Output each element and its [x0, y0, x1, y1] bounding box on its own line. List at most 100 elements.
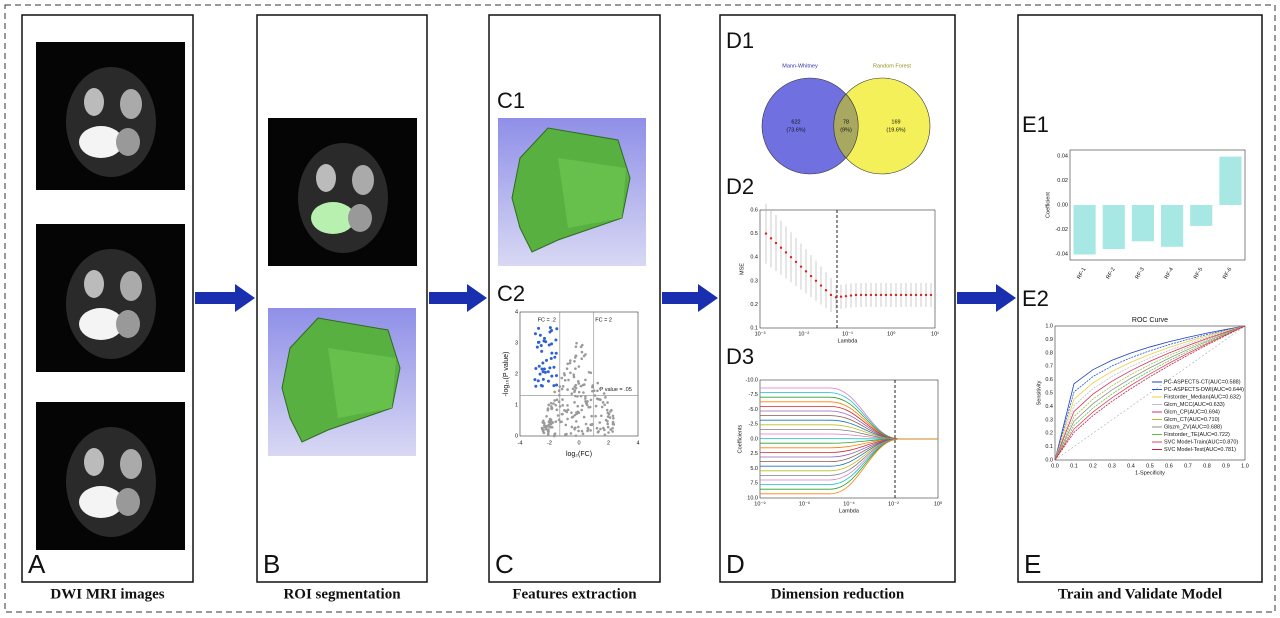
- dot: [575, 341, 578, 345]
- dot: [570, 411, 573, 414]
- label: -10.0: [745, 377, 758, 383]
- dot: [553, 355, 557, 359]
- dot: [548, 326, 552, 330]
- dot: [869, 293, 873, 297]
- label: 1.0: [1045, 323, 1053, 329]
- brain-region: [84, 270, 104, 298]
- dot: [572, 373, 576, 377]
- dot: [548, 366, 552, 370]
- label: 10⁻²: [798, 331, 809, 337]
- label: 0.8: [1045, 350, 1053, 356]
- label: (73.6%): [786, 127, 805, 133]
- label: 0.2: [1045, 431, 1053, 437]
- dot: [561, 385, 565, 388]
- dot: [914, 293, 918, 297]
- dot: [594, 404, 598, 408]
- dot: [534, 384, 538, 388]
- dot: [568, 361, 572, 365]
- dot: [839, 295, 843, 298]
- dot: [561, 412, 564, 416]
- dot: [584, 397, 587, 400]
- brain: [66, 427, 156, 537]
- brain-region: [352, 165, 374, 195]
- dot: [546, 408, 550, 412]
- label: 0.2: [750, 302, 758, 308]
- dot: [536, 340, 540, 344]
- bar: [1190, 205, 1213, 226]
- dot: [581, 432, 585, 436]
- axes: [1054, 325, 1246, 461]
- dot: [904, 293, 908, 297]
- dot: [590, 422, 594, 426]
- roc-curve: [1054, 325, 1246, 461]
- dot: [574, 434, 578, 437]
- label: 0.3: [1108, 463, 1116, 469]
- label: 169: [891, 119, 900, 125]
- label: 2.5: [750, 451, 758, 457]
- label: Firstorder_Median(AUC=0.632): [1164, 394, 1241, 400]
- dot: [563, 409, 566, 412]
- dot: [599, 427, 602, 431]
- dot: [566, 362, 570, 366]
- label: Lambda: [838, 338, 859, 344]
- label: 78: [843, 119, 849, 125]
- label: 10⁻¹: [842, 331, 853, 337]
- dot: [567, 378, 570, 382]
- dot: [542, 419, 545, 423]
- dot: [804, 270, 808, 273]
- dot: [607, 431, 610, 434]
- dot: [604, 396, 607, 399]
- label: 0.3: [750, 278, 758, 284]
- dot: [546, 430, 550, 433]
- dot: [600, 414, 603, 418]
- label: 0.1: [750, 325, 758, 331]
- dot: [607, 412, 611, 416]
- dot: [577, 382, 581, 385]
- dot: [566, 408, 570, 412]
- dot: [591, 385, 594, 389]
- dot: [577, 390, 581, 394]
- label: 4: [636, 440, 639, 446]
- label: 0.00: [1057, 202, 1068, 208]
- dot: [554, 403, 557, 407]
- dot: [535, 345, 539, 349]
- label: 0.7: [1184, 463, 1192, 469]
- label: C1: [497, 88, 525, 113]
- axes: [1069, 149, 1246, 261]
- dot: [606, 422, 609, 426]
- roc-curve: [1054, 325, 1246, 461]
- dot: [794, 260, 798, 264]
- dot: [550, 407, 554, 411]
- label: RF-5: [1193, 267, 1204, 281]
- label: RF-2: [1105, 267, 1116, 281]
- dot: [560, 376, 564, 380]
- dot: [569, 359, 572, 362]
- label: 0.2: [1089, 463, 1097, 469]
- dot: [596, 381, 600, 385]
- label: C: [495, 549, 514, 579]
- dot: [590, 414, 593, 418]
- brain-region: [316, 164, 336, 192]
- arrow: [429, 284, 487, 312]
- label: Glcm_CT(AUC=0.710): [1164, 417, 1220, 423]
- dot: [533, 332, 537, 336]
- dot: [609, 410, 612, 413]
- dot: [565, 432, 568, 436]
- label: Glszm_ZV(AUC=0.688): [1164, 424, 1222, 430]
- dot: [894, 293, 898, 297]
- dot: [899, 293, 903, 297]
- dot: [539, 344, 543, 348]
- label: E1: [1022, 112, 1049, 137]
- dot: [556, 414, 560, 417]
- brain-region: [120, 449, 142, 479]
- dot: [589, 398, 593, 402]
- dot: [864, 293, 868, 297]
- dot: [548, 330, 552, 334]
- label: 0.5: [1045, 390, 1053, 396]
- dot: [784, 251, 788, 254]
- dot: [574, 367, 577, 370]
- dot: [554, 420, 558, 423]
- dot: [541, 377, 545, 381]
- dot: [580, 429, 584, 433]
